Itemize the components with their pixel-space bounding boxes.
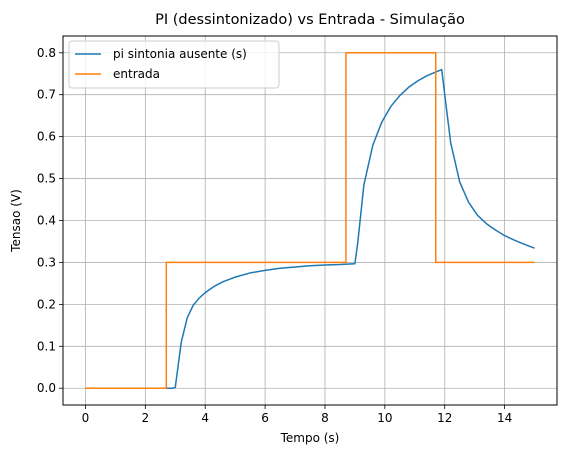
y-tick-label: 0.0 [37,381,56,395]
x-tick-label: 4 [201,411,209,425]
x-tick-label: 8 [321,411,329,425]
y-tick-label: 0.4 [37,214,56,228]
series-line [85,68,535,389]
series-lines [85,52,535,389]
x-tick-label: 10 [377,411,392,425]
y-tick-label: 0.2 [37,297,56,311]
axis-ticks: 0 2 4 6 8 10 12 14 0.0 0.1 0.2 0.3 0.4 0.5 0.6 0.7 0.8 [37,46,512,425]
legend: pi sintonia ausente (s) entrada [68,40,280,89]
y-axis-title: Tensao (V) [9,189,23,253]
legend-box [68,40,280,89]
legend-label: entrada [113,67,160,81]
y-tick-label: 0.3 [37,255,56,269]
y-tick-label: 0.6 [37,130,56,144]
x-tick-label: 6 [261,411,269,425]
series-line [85,52,535,389]
chart-title: PI (dessintonizado) vs Entrada - Simulaç… [155,12,465,28]
x-tick-label: 0 [82,411,90,425]
x-tick-label: 2 [142,411,150,425]
x-tick-label: 12 [437,411,452,425]
x-tick-label: 14 [497,411,512,425]
x-axis-title: Tempo (s) [280,431,340,445]
legend-label: pi sintonia ausente (s) [113,47,247,61]
y-tick-label: 0.8 [37,46,56,60]
y-tick-label: 0.5 [37,172,56,186]
y-tick-label: 0.7 [37,88,56,102]
y-tick-label: 0.1 [37,339,56,353]
